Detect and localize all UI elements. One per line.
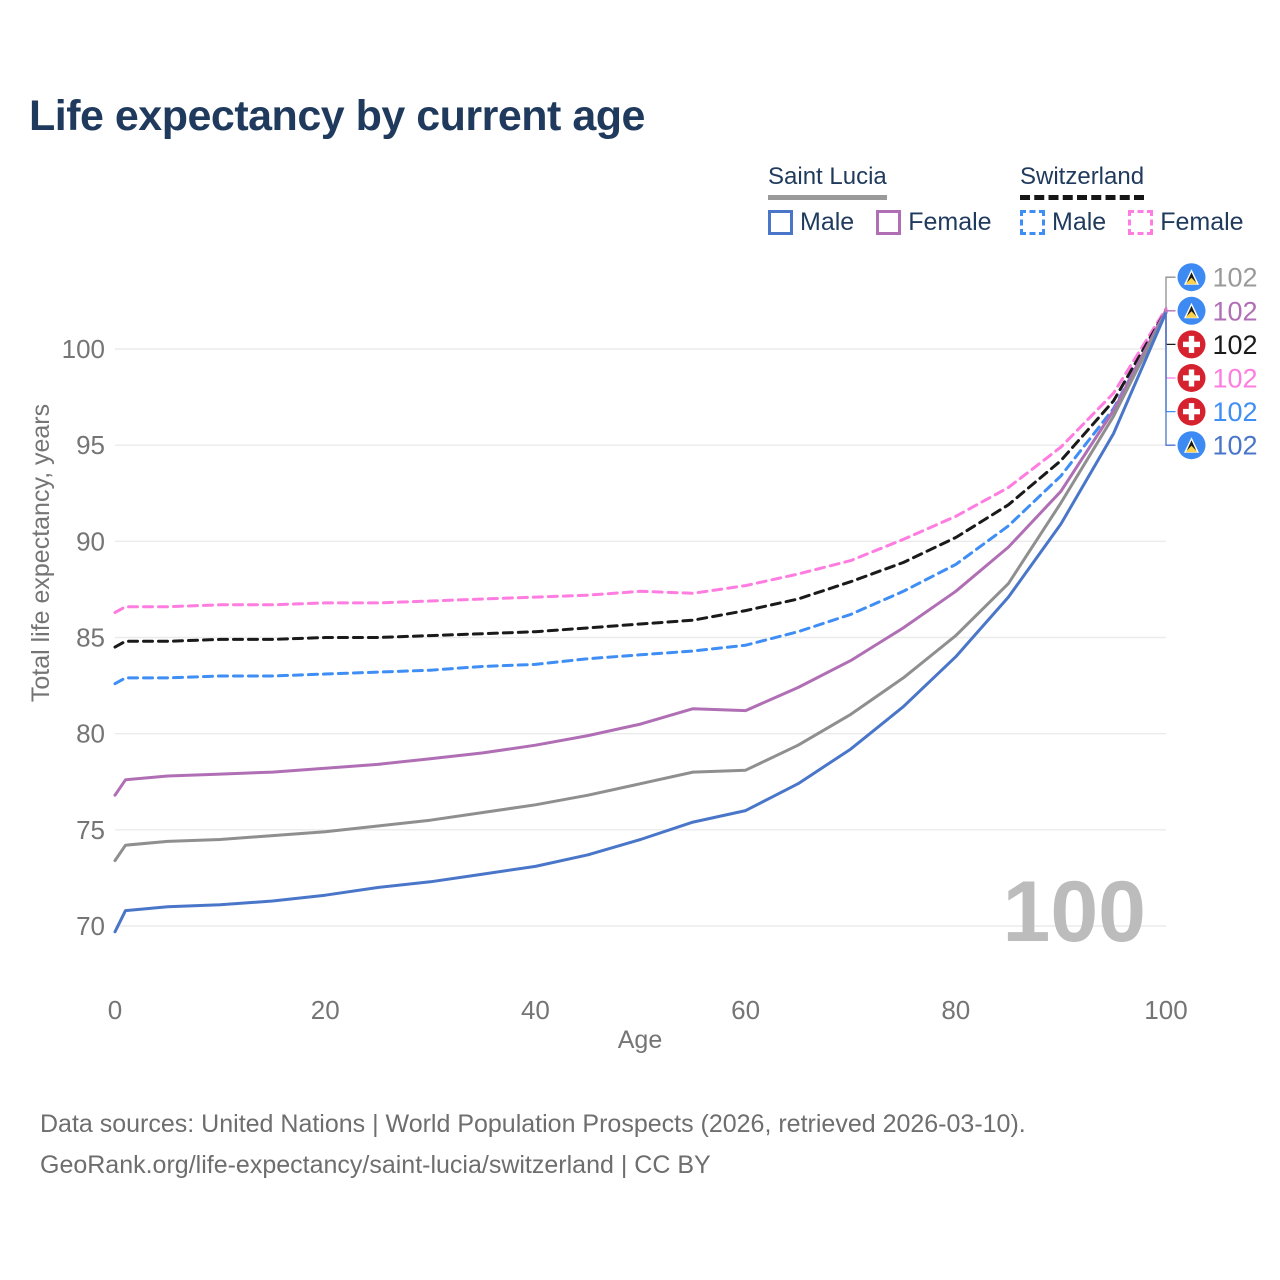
source-url-text[interactable]: GeoRank.org/life-expectancy/saint-lucia/… (40, 1151, 711, 1179)
legend-swatch-icon (1128, 210, 1154, 235)
age-counter-watermark: 100 (1003, 864, 1147, 960)
swiss-cross-icon (1183, 375, 1200, 381)
legend-swatch-icon (1020, 210, 1045, 235)
page-title: Life expectancy by current age (29, 92, 645, 140)
leader-line-sl_male (1165, 312, 1176, 446)
swiss-cross-icon (1183, 341, 1200, 348)
series-line-sl_male (113, 311, 1168, 934)
legend-item-label: Female (908, 208, 992, 236)
series-line-ch_female (113, 307, 1168, 614)
end-value-label-sl_total: 102 (1213, 263, 1258, 293)
legend-country-switzerland[interactable]: Switzerland (1020, 163, 1145, 200)
saint-lucia-triangle-icon (1185, 311, 1198, 318)
swiss-cross-icon (1183, 408, 1200, 415)
y-tick-label: 100 (62, 334, 105, 364)
end-value-label-sl_female: 102 (1213, 296, 1258, 326)
legend-item-saint-lucia-male[interactable]: Male (768, 208, 854, 237)
y-axis-title: Total life expectancy, years (27, 403, 55, 703)
legend-item-switzerland-male[interactable]: Male (1020, 208, 1106, 237)
series-line-sl_female (113, 309, 1168, 797)
y-tick-label: 85 (76, 623, 105, 653)
leader-line-ch_female (1165, 308, 1176, 379)
end-value-label-ch_male: 102 (1213, 397, 1258, 427)
legend-item-label: Male (800, 208, 855, 236)
legend-swatch-icon (876, 210, 902, 235)
series-line-sl_total (113, 311, 1168, 863)
legend-item-label: Male (1052, 208, 1107, 236)
legend-group-switzerland: Switzerland Male Female (1020, 163, 1244, 237)
y-tick-label: 75 (76, 815, 105, 845)
y-tick-label: 80 (76, 719, 105, 749)
x-tick-label: 100 (1144, 995, 1187, 1025)
legend-swatch-icon (768, 210, 793, 235)
legend-country-saint-lucia[interactable]: Saint Lucia (768, 163, 887, 200)
chart-footer: Data sources: United Nations | World Pop… (40, 1104, 1026, 1186)
x-tick-label: 60 (731, 995, 760, 1025)
series-line-ch_total (113, 309, 1168, 649)
leader-line-sl_total (1165, 276, 1176, 313)
legend-item-saint-lucia-female[interactable]: Female (876, 208, 992, 237)
end-value-label-sl_male: 102 (1213, 431, 1258, 461)
y-tick-label: 95 (76, 430, 105, 460)
y-tick-label: 70 (76, 911, 105, 941)
data-sources-text: Data sources: United Nations | World Pop… (40, 1110, 1026, 1138)
legend-item-label: Female (1160, 208, 1244, 236)
x-tick-label: 0 (108, 995, 122, 1025)
x-tick-label: 20 (311, 995, 340, 1025)
x-tick-label: 80 (941, 995, 970, 1025)
x-tick-label: 40 (521, 995, 550, 1025)
end-value-label-ch_total: 102 (1213, 330, 1258, 360)
leader-line-ch_total (1165, 310, 1176, 346)
x-axis-title: Age (617, 1026, 663, 1054)
y-tick-label: 90 (76, 526, 105, 556)
legend-item-switzerland-female[interactable]: Female (1128, 208, 1244, 237)
saint-lucia-triangle-icon (1185, 445, 1198, 453)
leader-line-ch_male (1165, 312, 1176, 413)
series-line-ch_male (113, 311, 1168, 686)
end-value-label-ch_female: 102 (1213, 364, 1258, 394)
legend-group-saint-lucia: Saint Lucia Male Female (768, 163, 992, 237)
saint-lucia-triangle-icon (1185, 277, 1198, 285)
